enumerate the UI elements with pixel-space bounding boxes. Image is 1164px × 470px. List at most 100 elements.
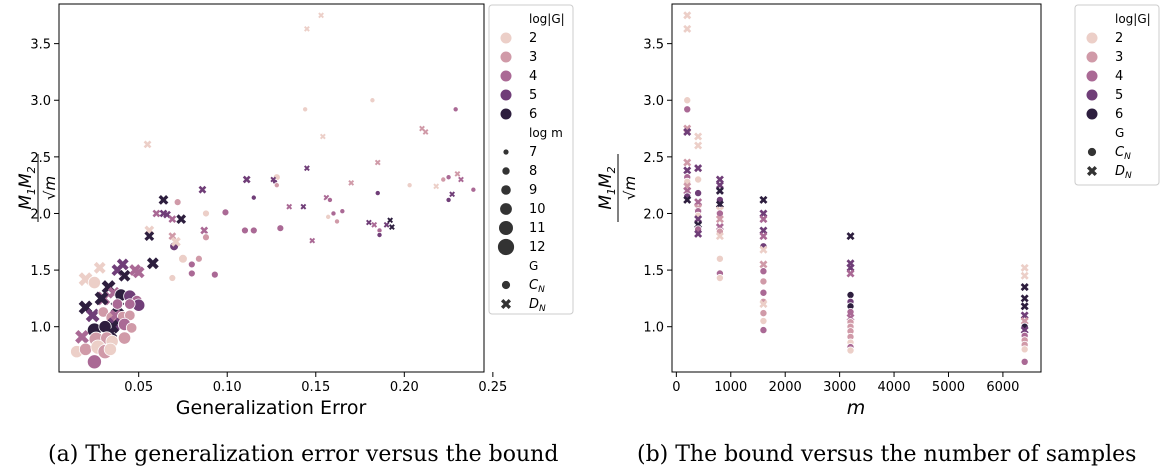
- point-circle: [326, 196, 333, 203]
- point-circle: [715, 274, 724, 283]
- point-cross: [1020, 294, 1029, 303]
- point-cross: [759, 260, 768, 269]
- point-circle: [173, 198, 182, 207]
- point-cross: [116, 258, 129, 271]
- point-cross: [118, 269, 131, 282]
- legend-b: log|G| 2 3 4 5 6 G CN DN: [1074, 4, 1160, 186]
- point-circle: [694, 189, 703, 198]
- point-cross: [383, 221, 390, 228]
- point-cross: [715, 232, 724, 241]
- point-cross: [694, 141, 703, 150]
- legend-hue-label: 4: [1115, 69, 1123, 84]
- point-circle: [445, 196, 452, 203]
- x-axis-label-a: Generalization Error: [176, 397, 367, 419]
- legend-hue-label: 6: [1115, 107, 1123, 122]
- svg-text:M1M2: M1M2: [596, 166, 618, 209]
- point-circle: [86, 354, 102, 370]
- legend-style-label: CN: [1115, 145, 1131, 162]
- legend-style-label: DN: [1115, 164, 1132, 181]
- legend-hue-label: 2: [1115, 31, 1123, 46]
- legend-hue-swatch: [1086, 89, 1098, 101]
- point-cross: [683, 166, 692, 175]
- y-tick-label: 1.0: [30, 321, 51, 336]
- point-cross: [1020, 326, 1029, 335]
- y-tick-label: 1.5: [643, 264, 664, 279]
- point-circle: [117, 331, 132, 345]
- y-tick-label: 3.0: [30, 94, 51, 109]
- point-circle: [202, 233, 210, 242]
- point-circle: [302, 106, 309, 113]
- point-cross: [144, 231, 155, 242]
- point-circle: [202, 209, 210, 218]
- point-circle: [406, 182, 413, 189]
- point-cross: [348, 180, 355, 186]
- legend-box-a: [488, 4, 574, 315]
- legend-hue-swatch: [1086, 51, 1098, 63]
- point-cross: [458, 176, 464, 183]
- point-cross: [158, 194, 169, 205]
- legend-size-swatch: [499, 221, 513, 235]
- point-circle: [376, 231, 383, 238]
- legend-size-title: log m: [529, 126, 563, 140]
- point-circle: [124, 298, 136, 310]
- point-circle: [210, 270, 219, 279]
- point-circle: [759, 267, 768, 276]
- point-circle: [325, 213, 332, 220]
- point-cross: [365, 219, 372, 226]
- point-cross: [759, 215, 768, 224]
- y-ticks-b: 1.0 1.5 2.0 2.5 3.0 3.5: [643, 38, 672, 336]
- legend-size-swatch: [503, 149, 509, 155]
- point-cross: [374, 159, 381, 166]
- point-cross: [433, 183, 440, 190]
- point-cross: [304, 26, 310, 32]
- point-cross: [132, 266, 145, 279]
- point-cross: [270, 176, 277, 183]
- legend-size-swatch: [500, 203, 512, 215]
- point-cross: [759, 245, 768, 254]
- point-circle: [97, 306, 109, 318]
- point-cross: [715, 186, 724, 195]
- legend-size-label: 8: [529, 164, 537, 179]
- point-circle: [374, 190, 381, 197]
- y-tick-label: 2.0: [643, 207, 664, 222]
- point-cross: [152, 209, 161, 218]
- x-tick-label: 1000: [714, 380, 747, 395]
- point-cross: [846, 269, 855, 278]
- x-tick-label: 3000: [823, 380, 856, 395]
- caption-a: (a) The generalization error versus the …: [48, 442, 559, 467]
- legend-size-swatch: [497, 238, 515, 256]
- svg-text:√m: √m: [41, 176, 59, 200]
- y-axis-label-a: M1M2 √m: [16, 154, 59, 222]
- point-cross: [85, 308, 100, 323]
- x-tick-label: 6000: [986, 380, 1019, 395]
- point-cross: [683, 158, 692, 167]
- point-cross: [304, 165, 310, 172]
- point-cross: [759, 232, 768, 241]
- point-cross: [170, 236, 181, 247]
- legend-hue-label: 6: [529, 107, 537, 122]
- x-tick-label: 0: [672, 380, 680, 395]
- point-circle: [168, 274, 177, 282]
- point-circle: [846, 307, 855, 316]
- legend-cross-icon: [500, 298, 512, 310]
- point-circle: [445, 174, 452, 181]
- y-tick-label: 2.0: [30, 207, 51, 222]
- caption-b: (b) The bound versus the number of sampl…: [637, 442, 1137, 467]
- point-cross: [200, 226, 209, 235]
- legend-hue-label: 3: [529, 50, 537, 65]
- point-circle: [683, 105, 692, 114]
- y-axis-label-b: M1M2 √m: [596, 154, 639, 222]
- point-cross: [449, 191, 456, 198]
- point-circle: [241, 226, 249, 235]
- y-ticks-a: 1.0 1.5 2.0 2.5 3.0 3.5: [30, 38, 59, 336]
- legend-circle-icon: [501, 280, 511, 290]
- point-cross: [683, 11, 692, 20]
- x-tick-label: 4000: [878, 380, 911, 395]
- legend-hue-label: 3: [1115, 50, 1123, 65]
- point-cross: [93, 261, 106, 274]
- point-cross: [387, 217, 394, 224]
- point-circle: [846, 346, 855, 355]
- point-cross: [146, 257, 159, 270]
- legend-size-label: 11: [529, 221, 546, 236]
- legend-hue-swatch: [500, 32, 512, 44]
